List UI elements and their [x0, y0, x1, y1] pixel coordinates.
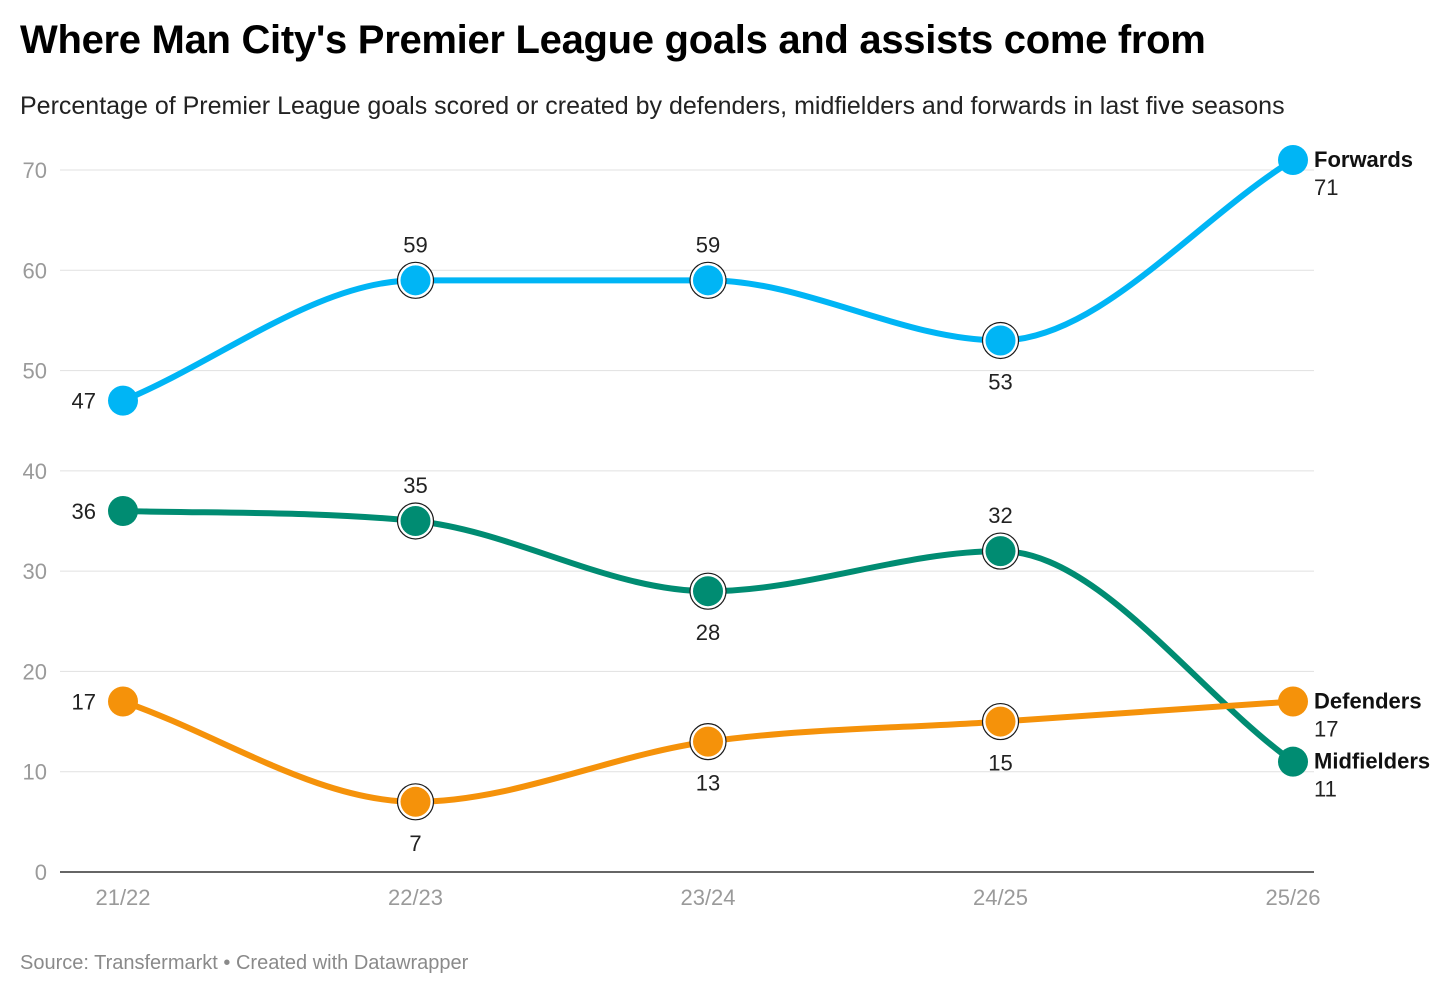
value-label-forwards-25-26: 71 [1314, 175, 1338, 200]
value-label-defenders-22-23: 7 [409, 831, 421, 856]
value-label-forwards-22-23: 59 [403, 232, 427, 257]
x-tick-label-25-26: 25/26 [1265, 885, 1320, 910]
x-tick-label-24-25: 24/25 [973, 885, 1028, 910]
y-tick-label-20: 20 [23, 659, 47, 684]
value-label-defenders-23-24: 13 [696, 771, 720, 796]
y-tick-label-10: 10 [23, 760, 47, 785]
series-lines [108, 144, 1308, 821]
value-label-midfielders-24-25: 32 [988, 503, 1012, 528]
chart-footer: Source: Transfermarkt • Created with Dat… [20, 952, 468, 975]
value-label-midfielders-25-26: 11 [1314, 777, 1337, 802]
x-tick-label-22-23: 22/23 [388, 885, 443, 910]
y-tick-label-50: 50 [23, 359, 47, 384]
value-label-forwards-24-25: 53 [988, 369, 1012, 394]
value-label-defenders-24-25: 15 [988, 751, 1012, 776]
point-defenders-22-23 [400, 786, 431, 817]
value-label-midfielders-23-24: 28 [696, 620, 720, 645]
value-label-defenders-25-26: 17 [1314, 717, 1338, 742]
x-tick-label-23-24: 23/24 [680, 885, 735, 910]
y-tick-label-0: 0 [35, 860, 47, 885]
axes: 0 10 20 30 40 50 60 70 21/22 22/23 23/24 24/25 25/26 [23, 158, 1321, 910]
source-note: Source: Transfermarkt [20, 952, 218, 974]
value-label-midfielders-22-23: 35 [403, 473, 427, 498]
value-label-forwards-23-24: 59 [696, 232, 720, 257]
gridlines [60, 169, 1314, 773]
point-forwards-22-23 [400, 265, 431, 296]
point-defenders-23-24 [693, 726, 723, 757]
point-forwards-24-25 [985, 325, 1016, 356]
credit-note: Created with Datawrapper [235, 952, 469, 974]
y-tick-label-30: 30 [23, 559, 47, 584]
chart-title: Where Man City's Premier League goals an… [20, 18, 1206, 62]
series-label-forwards: Forwards [1314, 147, 1413, 172]
series-label-defenders: Defenders [1314, 689, 1422, 714]
point-forwards-23-24 [693, 265, 723, 296]
point-defenders-21-22 [108, 686, 138, 717]
value-label-midfielders-21-22: 36 [72, 499, 96, 524]
y-tick-label-70: 70 [23, 158, 47, 183]
y-tick-label-60: 60 [23, 258, 47, 283]
data-labels: 47 59 59 53 71 Forwards 36 35 28 32 11 Midfielders 1… [72, 147, 1431, 856]
point-midfielders-23-24 [693, 576, 723, 607]
point-midfielders-22-23 [400, 506, 431, 536]
point-midfielders-25-26 [1278, 746, 1308, 777]
value-label-defenders-21-22: 17 [72, 690, 96, 715]
point-midfielders-24-25 [985, 536, 1016, 567]
point-defenders-24-25 [985, 706, 1016, 737]
point-forwards-25-26 [1278, 144, 1308, 175]
footer-separator: • [223, 952, 231, 974]
point-forwards-21-22 [108, 385, 138, 416]
point-midfielders-21-22 [108, 495, 138, 526]
y-tick-label-40: 40 [23, 459, 47, 484]
series-label-midfielders: Midfielders [1314, 749, 1430, 774]
chart-subtitle: Percentage of Premier League goals score… [20, 92, 1285, 120]
value-label-forwards-21-22: 47 [72, 389, 96, 414]
point-defenders-25-26 [1278, 686, 1308, 717]
x-tick-label-21-22: 21/22 [95, 885, 150, 910]
